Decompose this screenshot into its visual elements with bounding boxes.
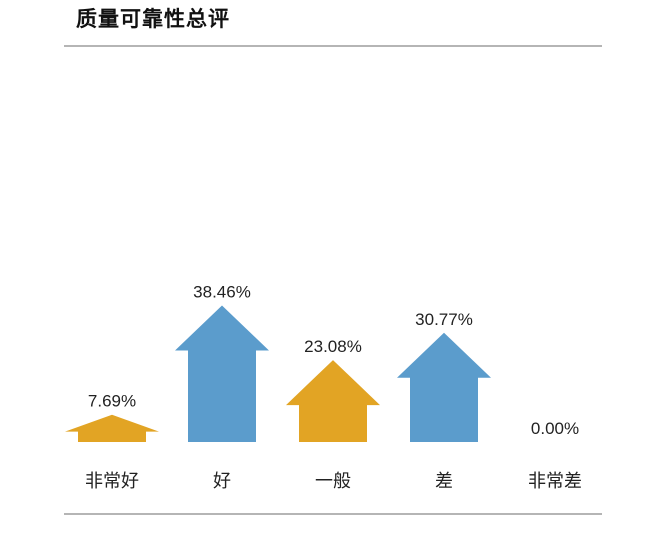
bar-arrow (175, 305, 269, 442)
bottom-divider (64, 513, 602, 515)
bar-arrow (397, 332, 491, 442)
category-label: 非常差 (528, 471, 582, 492)
category-label: 好 (213, 471, 231, 492)
bar-arrow (65, 414, 159, 442)
value-label: 30.77% (415, 310, 473, 329)
chart-title: 质量可靠性总评 (76, 7, 230, 31)
category-label: 一般 (315, 471, 351, 492)
value-label: 38.46% (193, 282, 251, 301)
bar-arrow (286, 360, 380, 442)
value-label: 7.69% (88, 392, 136, 411)
value-label: 0.00% (531, 419, 579, 438)
category-label: 差 (435, 471, 453, 492)
title-divider (64, 45, 602, 47)
category-label: 非常好 (85, 471, 139, 492)
value-label: 23.08% (304, 337, 362, 356)
